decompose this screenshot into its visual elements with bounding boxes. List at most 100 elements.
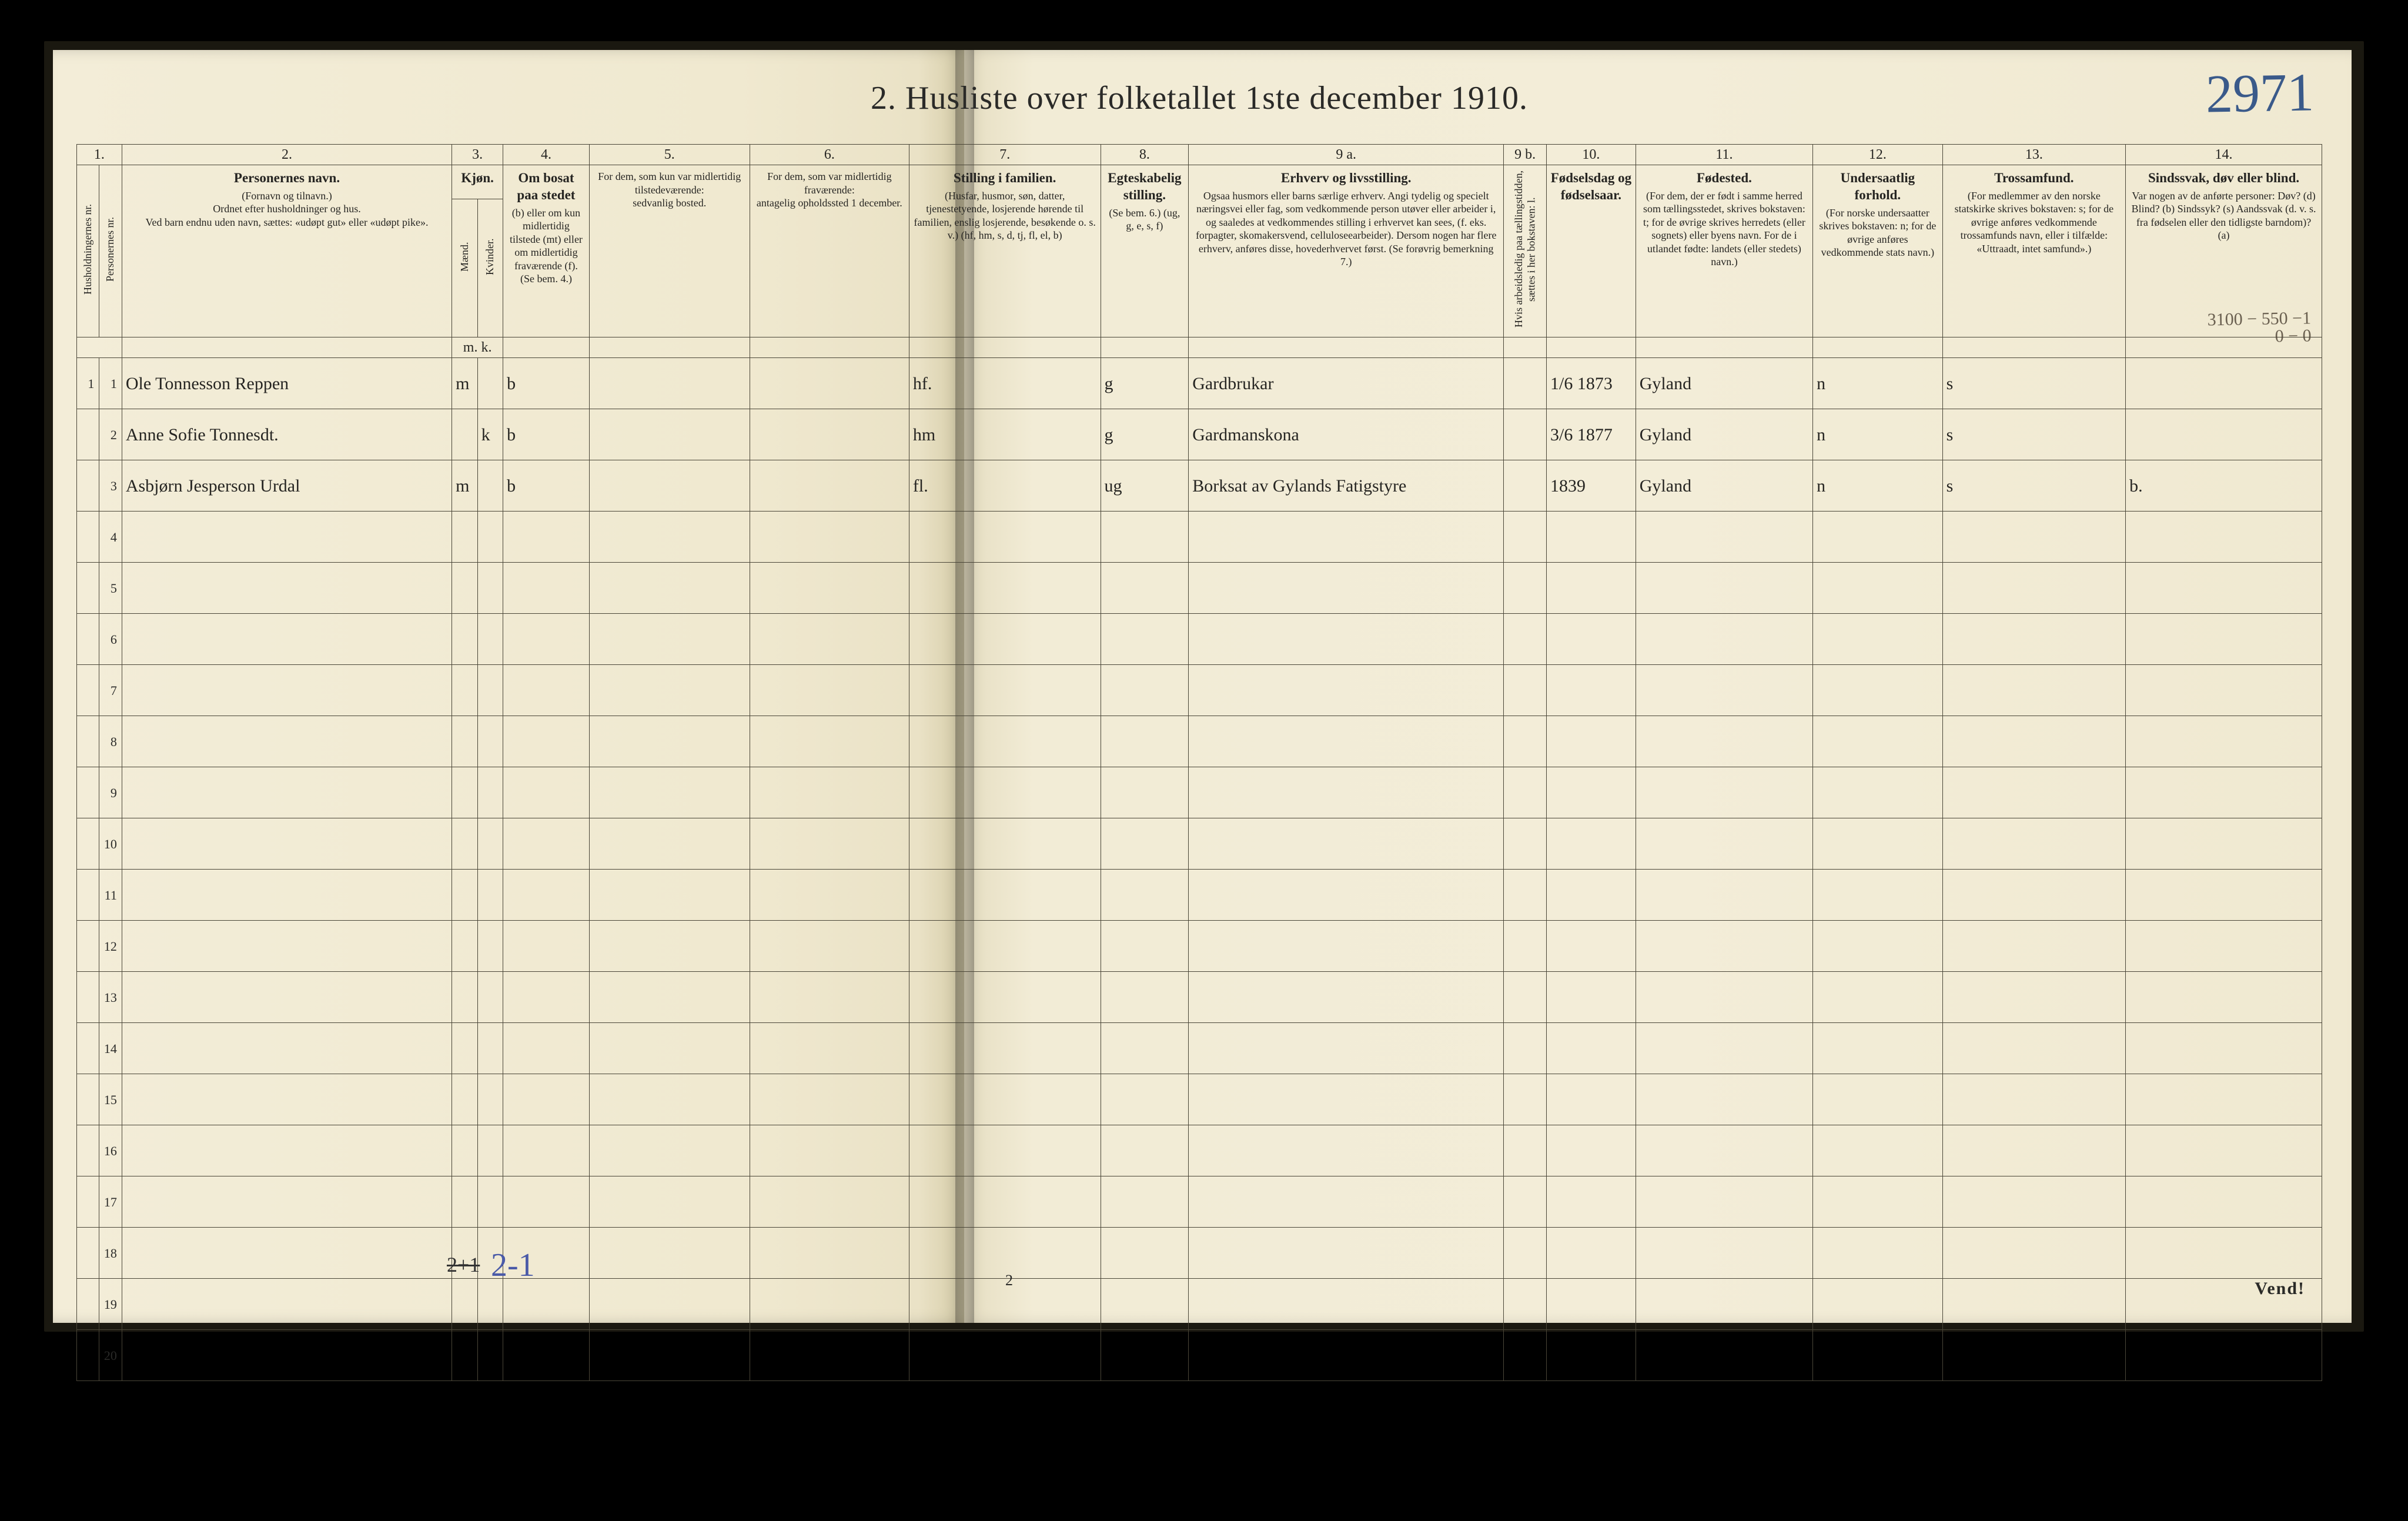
cell-hh (77, 972, 99, 1023)
cell-empty (2126, 972, 2322, 1023)
cell-empty (1636, 767, 1812, 818)
table-row-empty: 9 (77, 767, 2322, 818)
cell-empty (1101, 716, 1189, 767)
cell-empty (750, 512, 909, 563)
cell-c6 (750, 358, 909, 409)
table-row-empty: 5 (77, 563, 2322, 614)
cell-sex-k (477, 358, 503, 409)
cell-empty (122, 1330, 452, 1381)
cell-hh (77, 614, 99, 665)
cell-empty (1813, 1279, 1942, 1330)
cell-hh (77, 563, 99, 614)
cell-empty (1504, 767, 1547, 818)
cell-empty (1636, 1023, 1812, 1074)
colnum-12: 12. (1813, 145, 1942, 165)
cell-hh (77, 767, 99, 818)
cell-empty (2126, 563, 2322, 614)
cell-empty (2126, 818, 2322, 870)
cell-empty (477, 818, 503, 870)
cell-empty (1189, 1023, 1504, 1074)
cell-egte: g (1101, 358, 1189, 409)
cell-empty (477, 1330, 503, 1381)
cell-c5 (589, 460, 750, 512)
cell-empty (1813, 563, 1942, 614)
cell-empty (503, 1279, 590, 1330)
table-row-empty: 7 (77, 665, 2322, 716)
cell-empty (477, 1125, 503, 1176)
cell-hh (77, 409, 99, 460)
cell-empty (1504, 1228, 1547, 1279)
cell-empty (452, 716, 477, 767)
cell-hh (77, 512, 99, 563)
cell-empty (1189, 1279, 1504, 1330)
cell-empty (1636, 921, 1812, 972)
cell-empty (1504, 1023, 1547, 1074)
table-row-empty: 14 (77, 1023, 2322, 1074)
cell-empty (750, 921, 909, 972)
cell-empty (452, 1279, 477, 1330)
cell-empty (1547, 1330, 1636, 1381)
cell-empty (2126, 665, 2322, 716)
cell-empty (452, 870, 477, 921)
cell-empty (477, 870, 503, 921)
cell-pnr: 6 (99, 614, 122, 665)
cell-empty (909, 1330, 1101, 1381)
bottom-strike: 2+1 (447, 1252, 480, 1277)
cell-empty (1547, 972, 1636, 1023)
cell-empty (589, 818, 750, 870)
head-name: Personernes navn. (Fornavn og tilnavn.) … (122, 165, 452, 337)
cell-empty (1504, 921, 1547, 972)
cell-empty (750, 614, 909, 665)
cell-empty (2126, 1176, 2322, 1228)
table-row-empty: 20 (77, 1330, 2322, 1381)
cell-empty (1101, 1228, 1189, 1279)
cell-empty (909, 1125, 1101, 1176)
colnum-14: 14. (2126, 145, 2322, 165)
cell-empty (1813, 921, 1942, 972)
cell-c5 (589, 358, 750, 409)
cell-empty (589, 767, 750, 818)
cell-sind: b. (2126, 460, 2322, 512)
cell-pnr: 19 (99, 1279, 122, 1330)
cell-pnr: 2 (99, 409, 122, 460)
cell-empty (1547, 1176, 1636, 1228)
colnum-6: 6. (750, 145, 909, 165)
cell-empty (1942, 1023, 2126, 1074)
cell-empty (1636, 563, 1812, 614)
cell-empty (589, 1125, 750, 1176)
cell-empty (1101, 1330, 1189, 1381)
cell-empty (750, 665, 909, 716)
cell-empty (1547, 767, 1636, 818)
cell-empty (1547, 563, 1636, 614)
cell-empty (750, 1125, 909, 1176)
cell-empty (1942, 767, 2126, 818)
cell-empty (1547, 1228, 1636, 1279)
cell-empty (909, 921, 1101, 972)
cell-empty (909, 818, 1101, 870)
cell-empty (1189, 1074, 1504, 1125)
cell-sex-m (452, 409, 477, 460)
head-kvinder: Kvinder. (477, 199, 503, 337)
colnum-2: 2. (122, 145, 452, 165)
table-row-empty: 8 (77, 716, 2322, 767)
cell-empty (477, 1279, 503, 1330)
cell-empty (589, 1176, 750, 1228)
cell-empty (1636, 665, 1812, 716)
cell-empty (1813, 1125, 1942, 1176)
cell-empty (909, 1176, 1101, 1228)
cell-empty (2126, 870, 2322, 921)
cell-empty (1101, 818, 1189, 870)
cell-tros: s (1942, 358, 2126, 409)
cell-empty (503, 921, 590, 972)
cell-pnr: 9 (99, 767, 122, 818)
cell-empty (750, 563, 909, 614)
cell-sind (2126, 409, 2322, 460)
cell-empty (1189, 972, 1504, 1023)
cell-empty (589, 870, 750, 921)
head-person-nr: Personernes nr. (99, 165, 122, 337)
cell-pnr: 14 (99, 1023, 122, 1074)
cell-empty (2126, 1228, 2322, 1279)
cell-egte: g (1101, 409, 1189, 460)
cell-empty (1636, 1074, 1812, 1125)
cell-bosat: b (503, 358, 590, 409)
